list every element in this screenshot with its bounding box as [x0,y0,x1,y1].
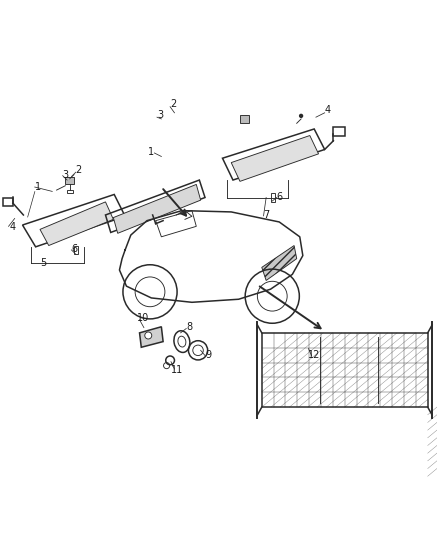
Text: 3: 3 [62,170,68,180]
Text: 4: 4 [10,222,16,232]
Polygon shape [65,177,74,184]
Text: 4: 4 [324,105,330,115]
Polygon shape [140,327,163,348]
Polygon shape [262,246,297,280]
Text: 2: 2 [75,165,81,175]
Polygon shape [240,115,249,123]
Text: 2: 2 [170,99,176,109]
Text: 5: 5 [40,258,46,268]
Circle shape [299,114,303,118]
Circle shape [145,332,152,339]
Text: 10: 10 [137,313,149,323]
Text: 12: 12 [308,350,320,360]
Polygon shape [113,184,201,233]
Text: 8: 8 [186,322,192,332]
Text: 7: 7 [263,210,269,220]
Polygon shape [40,202,113,246]
Text: 9: 9 [205,350,211,360]
Text: 6: 6 [276,192,283,201]
Text: 11: 11 [171,366,184,375]
Polygon shape [231,135,318,181]
Text: 6: 6 [71,244,77,254]
Text: 3: 3 [157,110,163,119]
Bar [262,333,427,407]
Text: 1: 1 [148,147,154,157]
Text: 1: 1 [35,182,41,191]
